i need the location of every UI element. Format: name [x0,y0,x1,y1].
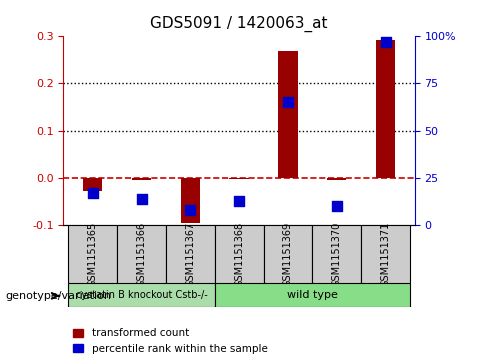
Text: GSM1151367: GSM1151367 [185,221,195,287]
Text: genotype/variation: genotype/variation [5,291,111,301]
FancyBboxPatch shape [117,225,166,283]
Point [186,207,194,213]
FancyBboxPatch shape [68,225,117,283]
Bar [181,178,200,223]
Text: GSM1151369: GSM1151369 [283,221,293,287]
Point [89,190,97,196]
Point [284,99,292,105]
Bar [327,178,346,180]
Bar [278,52,298,178]
Text: cystatin B knockout Cstb-/-: cystatin B knockout Cstb-/- [76,290,207,300]
Point [382,39,389,45]
FancyBboxPatch shape [312,225,361,283]
FancyBboxPatch shape [264,225,312,283]
Text: GSM1151368: GSM1151368 [234,221,244,287]
FancyBboxPatch shape [68,283,215,307]
Bar [229,178,249,179]
FancyBboxPatch shape [166,225,215,283]
Title: GDS5091 / 1420063_at: GDS5091 / 1420063_at [150,16,328,32]
Text: GSM1151365: GSM1151365 [88,221,98,287]
Bar [376,40,395,178]
Point [235,197,243,203]
Text: GSM1151370: GSM1151370 [332,221,342,287]
Legend: transformed count, percentile rank within the sample: transformed count, percentile rank withi… [69,324,272,358]
Text: wild type: wild type [287,290,338,300]
FancyBboxPatch shape [361,225,410,283]
Text: GSM1151366: GSM1151366 [137,221,146,287]
Point [138,196,145,201]
Bar [83,178,102,191]
Bar [132,178,151,180]
Point [333,203,341,209]
Text: GSM1151371: GSM1151371 [381,221,390,287]
FancyBboxPatch shape [215,225,264,283]
FancyBboxPatch shape [215,283,410,307]
